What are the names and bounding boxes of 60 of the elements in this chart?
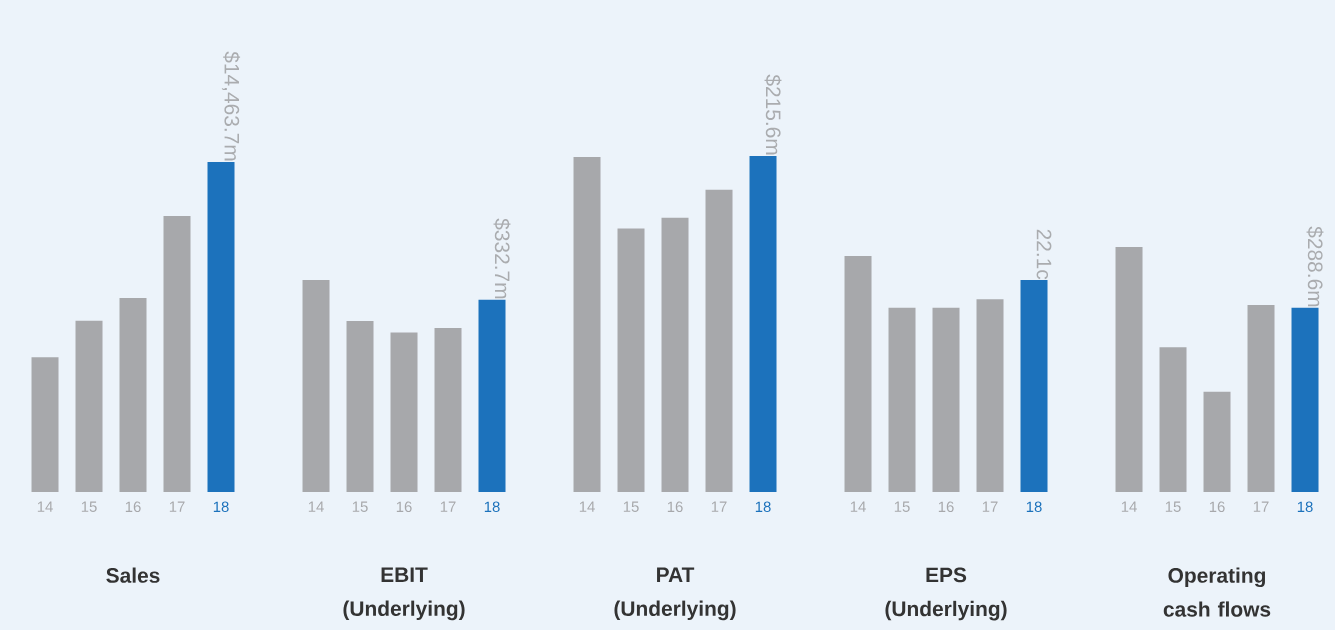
bar [1115,246,1143,492]
bar [1159,347,1187,492]
x-tick-label: 14 [579,501,595,512]
bar [346,321,374,492]
bar [617,228,645,492]
bar [844,255,872,492]
bar [749,155,777,492]
bar [705,189,733,492]
bar [932,307,960,492]
x-tick-label: 16 [938,501,954,513]
x-tick-label: 15 [81,501,97,512]
data-label: $288.6m [1306,226,1324,307]
x-tick-label: 18 [213,501,229,513]
bar [302,279,330,492]
bar [390,332,418,492]
x-tick-label: 16 [1209,501,1225,513]
x-tick-label: 16 [125,501,141,513]
bar [1020,279,1048,492]
bar [573,156,601,492]
x-tick-label: 17 [982,501,998,512]
x-tick-label: 15 [623,501,639,512]
x-tick-label: 18 [1297,501,1313,513]
bar [661,217,689,492]
bar [119,298,147,492]
bar [163,215,191,492]
text: EBIT (Underlying) [343,567,465,621]
x-tick-label: 18 [1026,501,1042,513]
x-tick-label: 17 [711,501,727,512]
x-tick-label: 14 [1121,501,1137,512]
text: Sales [106,567,160,583]
x-tick-label: 14 [37,501,53,512]
x-tick-label: 15 [1165,501,1181,512]
data-label: $215.6m [764,74,782,155]
bar [207,161,235,492]
bar [1247,305,1275,492]
x-tick-label: 16 [396,501,412,513]
x-tick-label: 15 [352,501,368,512]
data-label: $14,463.7m [221,51,241,161]
bar [1203,391,1231,492]
text: Operating cash flows [1163,567,1271,617]
bar [434,327,462,492]
data-label: $332.7m [493,218,511,299]
bar [888,307,916,492]
bar [976,299,1004,492]
x-tick-label: 17 [440,501,456,512]
text: EPS (Underlying) [885,567,1007,621]
x-tick-label: 17 [169,501,185,512]
bar [75,320,103,492]
x-tick-label: 14 [850,501,866,512]
x-tick-label: 18 [755,501,771,513]
x-tick-label: 17 [1253,501,1269,512]
data-label: 22.1c [1036,229,1052,280]
text: PAT (Underlying) [614,567,736,621]
bar [1291,307,1319,492]
x-tick-label: 18 [484,501,500,513]
x-tick-label: 15 [894,501,910,512]
x-tick-label: 14 [308,501,324,512]
x-tick-label: 16 [667,501,683,513]
bar [478,299,506,492]
bar [31,357,59,492]
